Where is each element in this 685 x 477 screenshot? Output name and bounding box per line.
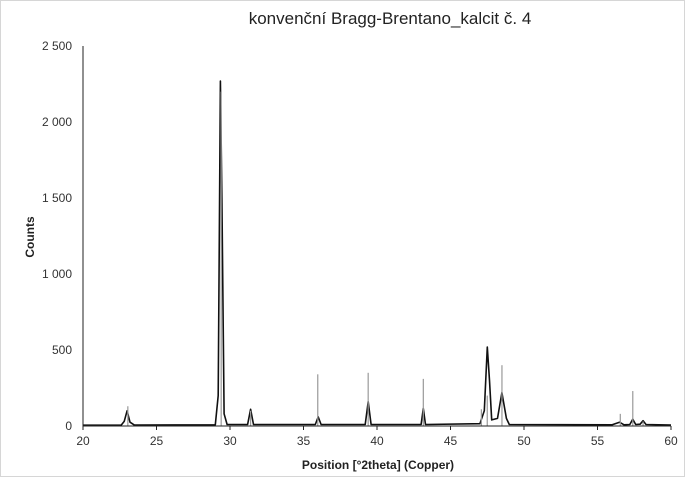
y-axis-label: Counts (23, 216, 37, 258)
y-tick-label: 2 500 (42, 39, 72, 53)
x-tick-label: 40 (370, 434, 384, 448)
plot-area (82, 80, 672, 427)
x-tick-labels: 20 25 30 35 40 45 50 55 60 (76, 426, 678, 448)
x-tick-label: 55 (591, 434, 605, 448)
x-axis-label: Position [°2theta] (Copper) (302, 458, 454, 472)
y-tick-label: 1 000 (42, 267, 72, 281)
chart-title: konvenční Bragg-Brentano_kalcit č. 4 (249, 9, 532, 28)
y-tick-label: 1 500 (42, 191, 72, 205)
diffraction-pattern-line (82, 80, 672, 427)
x-tick-label: 25 (150, 434, 164, 448)
y-tick-label: 0 (65, 419, 72, 433)
x-tick-label: 45 (444, 434, 458, 448)
x-tick-label: 20 (76, 434, 90, 448)
x-tick-label: 50 (517, 434, 531, 448)
x-tick-label: 60 (664, 434, 678, 448)
y-tick-label: 500 (52, 343, 72, 357)
x-tick-label: 30 (223, 434, 237, 448)
y-tick-labels: 0 500 1 000 1 500 2 000 2 500 (42, 39, 72, 433)
y-tick-label: 2 000 (42, 115, 72, 129)
x-tick-label: 35 (297, 434, 311, 448)
